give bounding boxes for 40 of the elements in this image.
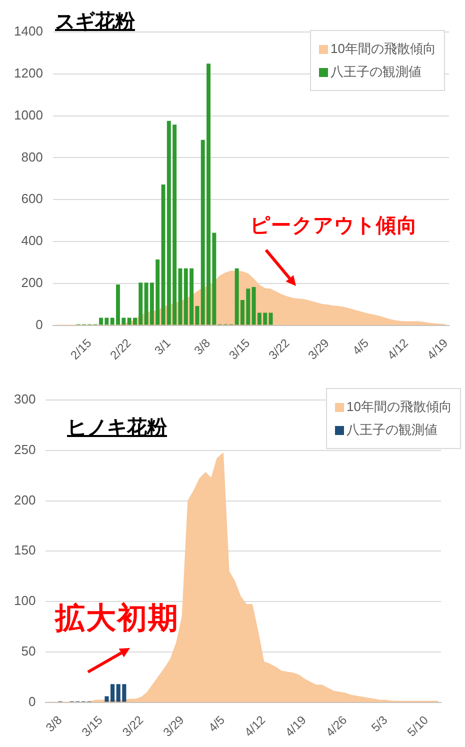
x-tick-label: 4/19	[424, 336, 451, 362]
x-tick-label: 4/19	[282, 712, 310, 740]
y-tick-label: 150	[14, 542, 36, 558]
x-tick-label: 3/1	[152, 336, 174, 358]
x-tick-label: 3/22	[266, 336, 292, 362]
y-tick-label: 200	[21, 274, 43, 290]
y-tick-label: 400	[21, 233, 43, 248]
y-tick-label: 250	[14, 442, 36, 457]
x-tick-label: 5/10	[404, 712, 432, 740]
y-tick-label: 1200	[14, 65, 43, 80]
x-tick-label: 4/5	[350, 336, 372, 358]
y-tick-label: 0	[36, 316, 43, 332]
x-tick-label: 4/12	[384, 336, 412, 362]
legend-label: 八王子の観測値	[346, 421, 438, 439]
x-tick-label: 5/3	[368, 712, 390, 735]
x-tick-label: 4/5	[206, 712, 228, 735]
chart-title: スギ花粉	[55, 10, 135, 35]
x-tick-label: 3/22	[120, 712, 146, 740]
y-tick-label: 800	[21, 149, 43, 164]
y-tick-label: 1000	[14, 107, 43, 122]
y-tick-label: 300	[14, 392, 36, 407]
y-tick-label: 50	[21, 643, 36, 658]
bar	[268, 312, 273, 325]
annotation: ピークアウト傾向	[250, 214, 418, 239]
legend-label: 10年間の飛散傾向	[346, 398, 452, 416]
legend-label: 八王子の観測値	[330, 63, 422, 81]
y-tick-label: 600	[21, 191, 43, 206]
y-tick-label: 100	[14, 593, 36, 608]
x-tick-label: 3/8	[42, 712, 65, 735]
legend-label: 10年間の飛散傾向	[330, 40, 436, 58]
text: ヒノキ花粉	[67, 416, 167, 441]
x-tick-label: 3/8	[191, 336, 214, 358]
x-tick-label: 3/29	[305, 336, 332, 362]
y-tick-label: 0	[28, 694, 36, 709]
annotation: 拡大初期	[55, 601, 179, 637]
y-tick-label: 200	[14, 492, 36, 508]
y-tick-label: 1400	[14, 24, 43, 39]
x-tick-label: 4/26	[323, 712, 350, 740]
x-tick-label: 4/12	[242, 712, 268, 740]
x-tick-label: 3/29	[160, 712, 187, 740]
